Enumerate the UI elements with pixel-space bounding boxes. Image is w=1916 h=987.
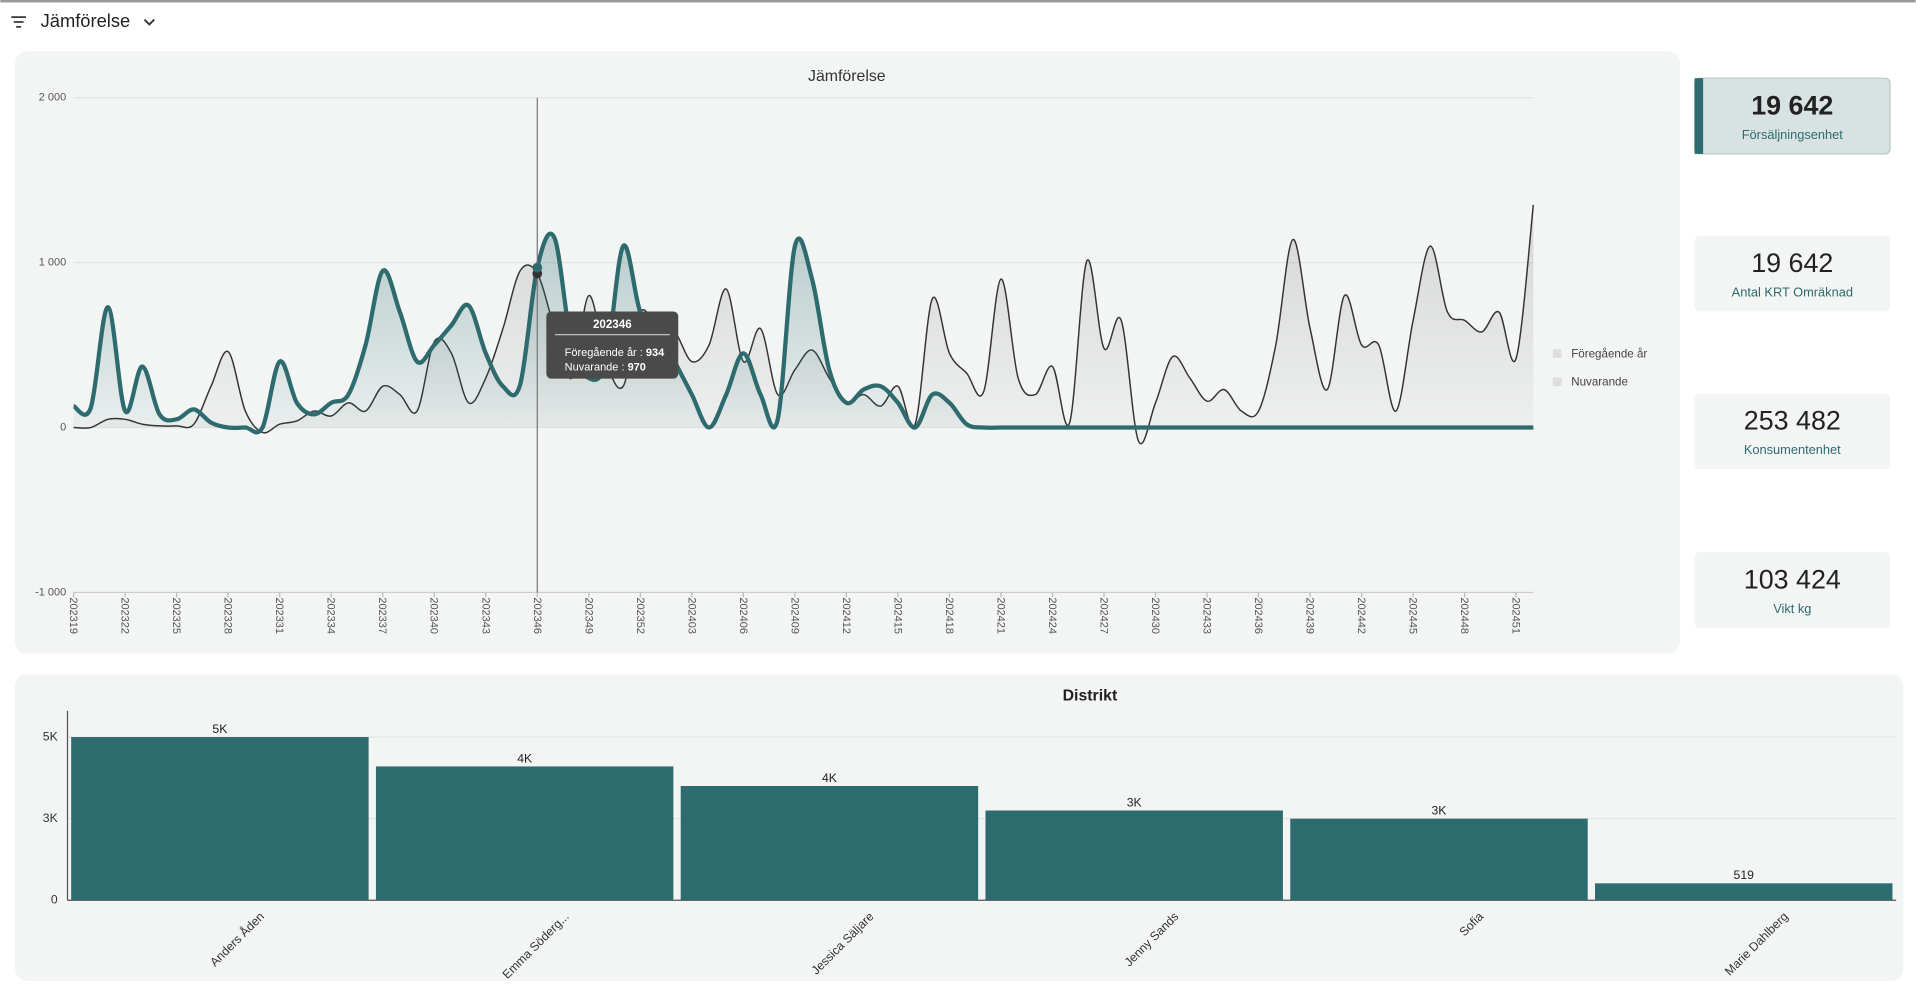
x-tick-label: 202403 [685,597,697,634]
x-tick-label: 202349 [582,597,594,634]
x-tick-label: 202412 [840,597,852,634]
y-tick-label: 0 [51,892,58,906]
bar [985,810,1283,901]
bar [680,786,979,901]
x-tick-label: 202406 [737,597,749,634]
tooltip-sep: : [637,347,646,359]
x-tick-label: 202322 [119,597,131,634]
legend-swatch [1552,377,1562,387]
bar-value-label: 4K [822,771,837,785]
kpi-label: Försäljningsenhet [1742,127,1844,142]
x-tick-label: 202418 [943,597,955,634]
x-tick-label: 202439 [1304,597,1316,634]
x-tick-label: 202325 [170,597,182,634]
bar [1290,818,1588,901]
area [73,233,1534,433]
tooltip-sep: : [618,362,627,374]
kpi-label: Antal KRT Omräknad [1732,285,1853,300]
kpi-value: 19 642 [1751,248,1833,278]
x-tick-label: 202334 [325,597,337,634]
kpi-selected-bar [1694,78,1704,154]
kpi-label: Vikt kg [1773,601,1811,616]
kpi-card [1694,393,1891,470]
tooltip-title: 202346 [593,318,632,331]
kpi-label: Konsumentenhet [1744,442,1841,457]
hover-dot [532,262,543,273]
y-tick-label: -1 000 [35,586,66,598]
bar [71,737,369,901]
filter-icon[interactable] [11,16,26,28]
tooltip-value: 934 [646,347,665,359]
chevron[interactable] [143,18,155,26]
y-tick-label: 5K [43,729,58,743]
bar [1595,883,1893,901]
x-tick-label: 202427 [1097,597,1109,634]
bar-value-label: 5K [212,722,227,736]
x-tick-label: 202331 [273,597,285,634]
kpi-value: 103 424 [1744,565,1841,595]
x-tick-label: 202442 [1355,597,1367,634]
x-tick-label: 202346 [531,597,543,634]
legend-label: Nuvarande [1571,375,1628,388]
line-panel [14,51,1680,654]
tooltip-value: 970 [628,362,646,374]
tooltip-row: Nuvarande : 970 [565,362,646,374]
tooltip-name: Nuvarande [565,362,619,374]
kpi-value: 253 482 [1744,406,1841,436]
x-tick-label: 202319 [67,597,79,634]
page-title[interactable]: Jämförelse [41,10,131,31]
x-tick-label: 202448 [1458,597,1470,634]
x-tick-label: 202328 [222,597,234,634]
legend-label: Föregående år [1571,347,1647,360]
kpi-card [1694,552,1891,628]
x-tick-label: 202415 [891,597,903,634]
legend-swatch [1552,349,1562,358]
chart-title: Distrikt [1063,687,1118,704]
x-tick-label: 202340 [428,597,440,634]
x-tick-label: 202337 [376,597,388,634]
bar [375,766,674,901]
x-tick-label: 202433 [1201,597,1213,634]
line [72,231,1534,435]
x-tick-label: 202451 [1510,597,1522,634]
x-tick-label: 202430 [1149,597,1161,634]
tooltip [546,311,679,379]
kpi-card [1694,235,1891,312]
x-tick-label: 202436 [1252,597,1264,634]
y-tick-label: 2 000 [39,92,67,104]
kpi-value: 19 642 [1751,91,1833,121]
x-tick-label: 202409 [788,597,800,634]
x-tick-label: 202343 [479,597,491,634]
y-tick-label: 1 000 [39,257,67,269]
bar-value-label: 4K [517,751,532,765]
top-border [0,0,1916,3]
chart-title: Jämförelse [808,68,886,85]
bar-value-label: 3K [1127,795,1142,809]
tooltip-name: Föregående år [565,347,637,359]
bar-value-label: 3K [1432,804,1447,818]
y-tick-label: 0 [60,421,66,433]
x-tick-label: 202352 [634,597,646,634]
x-tick-label: 202424 [1046,597,1058,634]
tooltip-row: Föregående år : 934 [565,347,665,359]
x-tick-label: 202445 [1407,597,1419,634]
y-tick-label: 3K [43,811,58,825]
bar-value-label: 519 [1734,868,1755,882]
x-tick-label: 202421 [994,597,1006,634]
